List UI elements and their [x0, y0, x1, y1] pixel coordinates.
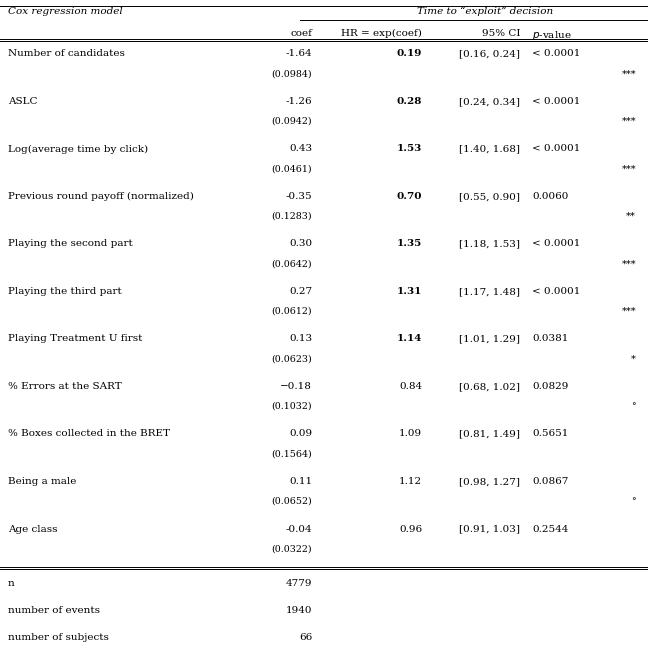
Text: number of subjects: number of subjects — [8, 633, 109, 642]
Text: % Errors at the SART: % Errors at the SART — [8, 382, 122, 391]
Text: 0.96: 0.96 — [399, 525, 422, 534]
Text: (0.0612): (0.0612) — [272, 307, 312, 316]
Text: [1.17, 1.48]: [1.17, 1.48] — [459, 287, 520, 296]
Text: 1940: 1940 — [286, 606, 312, 615]
Text: ASLC: ASLC — [8, 97, 38, 106]
Text: (0.0461): (0.0461) — [272, 165, 312, 174]
Text: number of events: number of events — [8, 606, 100, 615]
Text: 0.28: 0.28 — [397, 97, 422, 106]
Text: 0.5651: 0.5651 — [532, 430, 568, 439]
Text: 0.84: 0.84 — [399, 382, 422, 391]
Text: Cox regression model: Cox regression model — [8, 7, 122, 16]
Text: -0.35: -0.35 — [285, 192, 312, 201]
Text: °: ° — [631, 402, 636, 411]
Text: Playing the third part: Playing the third part — [8, 287, 122, 296]
Text: (0.0642): (0.0642) — [272, 260, 312, 268]
Text: -1.64: -1.64 — [285, 49, 312, 59]
Text: 1.35: 1.35 — [397, 240, 422, 249]
Text: 0.2544: 0.2544 — [532, 525, 568, 534]
Text: 1.09: 1.09 — [399, 430, 422, 439]
Text: [1.40, 1.68]: [1.40, 1.68] — [459, 145, 520, 154]
Text: 95% CI: 95% CI — [481, 29, 520, 38]
Text: 1.12: 1.12 — [399, 477, 422, 486]
Text: Playing Treatment U first: Playing Treatment U first — [8, 335, 143, 344]
Text: < 0.0001: < 0.0001 — [532, 97, 581, 106]
Text: (0.1564): (0.1564) — [272, 449, 312, 458]
Text: HR = exp(coef): HR = exp(coef) — [341, 29, 422, 38]
Text: [0.55, 0.90]: [0.55, 0.90] — [459, 192, 520, 201]
Text: ***: *** — [621, 260, 636, 268]
Text: Log(average time by click): Log(average time by click) — [8, 145, 148, 154]
Text: $p$-value: $p$-value — [532, 29, 572, 42]
Text: ***: *** — [621, 165, 636, 174]
Text: (0.1032): (0.1032) — [272, 402, 312, 411]
Text: n: n — [8, 579, 15, 588]
Text: 0.19: 0.19 — [397, 49, 422, 59]
Text: (0.0984): (0.0984) — [272, 70, 312, 79]
Text: [0.68, 1.02]: [0.68, 1.02] — [459, 382, 520, 391]
Text: (0.0942): (0.0942) — [272, 117, 312, 126]
Text: 66: 66 — [299, 633, 312, 642]
Text: ***: *** — [621, 117, 636, 126]
Text: 0.43: 0.43 — [289, 145, 312, 154]
Text: 0.0060: 0.0060 — [532, 192, 568, 201]
Text: 0.30: 0.30 — [289, 240, 312, 249]
Text: Number of candidates: Number of candidates — [8, 49, 125, 59]
Text: **: ** — [626, 212, 636, 221]
Text: 4779: 4779 — [286, 579, 312, 588]
Text: % Boxes collected in the BRET: % Boxes collected in the BRET — [8, 430, 170, 439]
Text: [0.16, 0.24]: [0.16, 0.24] — [459, 49, 520, 59]
Text: 0.09: 0.09 — [289, 430, 312, 439]
Text: Age class: Age class — [8, 525, 58, 534]
Text: 0.0381: 0.0381 — [532, 335, 568, 344]
Text: *: * — [631, 355, 636, 363]
Text: Being a male: Being a male — [8, 477, 76, 486]
Text: [0.24, 0.34]: [0.24, 0.34] — [459, 97, 520, 106]
Text: 1.53: 1.53 — [397, 145, 422, 154]
Text: 0.13: 0.13 — [289, 335, 312, 344]
Text: ***: *** — [621, 307, 636, 316]
Text: (0.0623): (0.0623) — [272, 355, 312, 363]
Text: < 0.0001: < 0.0001 — [532, 145, 581, 154]
Text: < 0.0001: < 0.0001 — [532, 240, 581, 249]
Text: −0.18: −0.18 — [280, 382, 312, 391]
Text: [0.91, 1.03]: [0.91, 1.03] — [459, 525, 520, 534]
Text: 1.14: 1.14 — [397, 335, 422, 344]
Text: 1.31: 1.31 — [397, 287, 422, 296]
Text: < 0.0001: < 0.0001 — [532, 287, 581, 296]
Text: Time to “exploit” decision: Time to “exploit” decision — [417, 7, 553, 16]
Text: 0.70: 0.70 — [397, 192, 422, 201]
Text: 0.0867: 0.0867 — [532, 477, 568, 486]
Text: Previous round payoff (normalized): Previous round payoff (normalized) — [8, 192, 194, 201]
Text: -0.04: -0.04 — [285, 525, 312, 534]
Text: -1.26: -1.26 — [285, 97, 312, 106]
Text: coef: coef — [290, 29, 312, 38]
Text: (0.0322): (0.0322) — [272, 544, 312, 553]
Text: °: ° — [631, 497, 636, 506]
Text: [0.98, 1.27]: [0.98, 1.27] — [459, 477, 520, 486]
Text: < 0.0001: < 0.0001 — [532, 49, 581, 59]
Text: (0.0652): (0.0652) — [272, 497, 312, 506]
Text: 0.11: 0.11 — [289, 477, 312, 486]
Text: ***: *** — [621, 70, 636, 79]
Text: [0.81, 1.49]: [0.81, 1.49] — [459, 430, 520, 439]
Text: Playing the second part: Playing the second part — [8, 240, 133, 249]
Text: [1.01, 1.29]: [1.01, 1.29] — [459, 335, 520, 344]
Text: (0.1283): (0.1283) — [272, 212, 312, 221]
Text: [1.18, 1.53]: [1.18, 1.53] — [459, 240, 520, 249]
Text: 0.0829: 0.0829 — [532, 382, 568, 391]
Text: 0.27: 0.27 — [289, 287, 312, 296]
